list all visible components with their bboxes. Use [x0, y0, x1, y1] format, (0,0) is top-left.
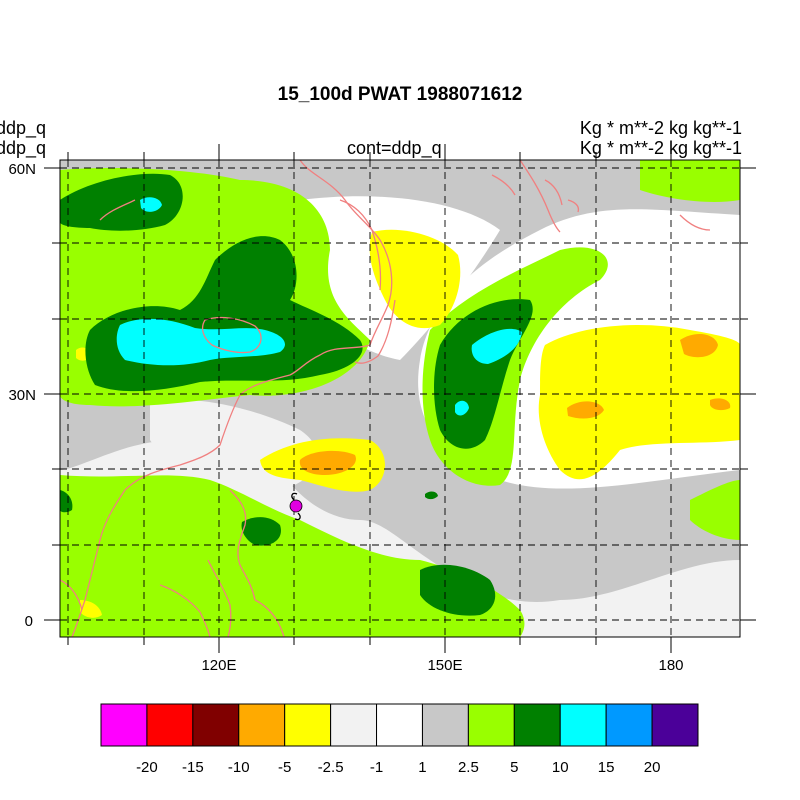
- field-darkgreen-nw: [60, 173, 183, 231]
- typhoon-marker: [289, 492, 303, 521]
- colorbar-label: -1: [370, 759, 383, 776]
- colorbar-swatch: [192, 703, 240, 747]
- field-orange-east1: [680, 333, 718, 358]
- colorbar-label: 15: [598, 759, 615, 776]
- colorbar-swatch: [605, 703, 653, 747]
- field-cyan-nw: [140, 197, 162, 212]
- field-yellow-sw: [80, 600, 102, 618]
- lat-label-eq: 0: [25, 613, 33, 630]
- colorbar-label: -20: [136, 759, 158, 776]
- colorbar-swatch: [146, 703, 194, 747]
- field-cyan-east1: [471, 328, 522, 364]
- field-darkgreen-phil: [241, 517, 281, 546]
- field-orange-east2: [567, 401, 604, 419]
- colorbar-label: -2.5: [318, 759, 344, 776]
- colorbar-label: 1: [418, 759, 426, 776]
- colorbar-swatch: [513, 703, 561, 747]
- colorbar-swatch: [467, 703, 515, 747]
- field-darkgreen-west: [60, 490, 73, 513]
- colorbar-label: 5: [510, 759, 518, 776]
- map-field: [60, 160, 740, 637]
- field-lightgreen-se: [690, 480, 740, 540]
- colorbar-label: 10: [552, 759, 569, 776]
- colorbar-label: -10: [228, 759, 250, 776]
- lon-label-120e: 120E: [201, 657, 236, 674]
- lat-label-30n: 30N: [8, 387, 36, 404]
- coastlines: [60, 160, 711, 637]
- colorbar-swatch: [376, 703, 423, 747]
- colorbar-label: -15: [182, 759, 204, 776]
- lat-label-60n: 60N: [8, 161, 36, 178]
- units-label-2: Kg * m**-2 kg kg**-1: [579, 138, 742, 158]
- colorbar-label: 20: [644, 759, 661, 776]
- lon-label-150e: 150E: [427, 657, 462, 674]
- typhoon-arm-bottom: [294, 512, 301, 521]
- gridlines: [60, 160, 740, 637]
- colorbar-label: 2.5: [458, 759, 479, 776]
- colorbar-swatch: [100, 703, 148, 747]
- field-yellow-north: [369, 229, 461, 329]
- colorbar-swatch: [284, 703, 332, 747]
- colorbar-swatch: [421, 703, 469, 747]
- field-cyan-center: [116, 318, 285, 366]
- field-lightgreen-ne: [640, 160, 740, 202]
- field-darkgreen-south: [420, 564, 496, 616]
- field-lightgreen-south: [60, 475, 525, 637]
- units-label: Kg * m**-2 kg kg**-1: [579, 118, 742, 138]
- colorbar: -20 -15 -10 -5 -2.5 -1 1 2.5 5 10 15 20: [100, 703, 699, 776]
- map-title: 15_100d PWAT 1988071612: [277, 84, 523, 105]
- left-variable-label-2: ddp_q: [0, 138, 47, 158]
- field-yellow-east: [538, 325, 740, 480]
- plot-frame: [59, 159, 741, 638]
- colorbar-swatch: [559, 703, 607, 747]
- contour-label: cont=ddp_q: [347, 138, 442, 158]
- colorbar-swatch: [651, 703, 699, 747]
- field-orange-east3: [710, 398, 731, 411]
- colorbar-swatch: [238, 703, 286, 747]
- lon-label-180: 180: [658, 657, 683, 674]
- field-darkgreen-small: [425, 491, 438, 500]
- axis-ticks: [44, 144, 756, 653]
- left-variable-label: ddp_q: [0, 118, 47, 138]
- field-cyan-east2: [455, 400, 469, 416]
- colorbar-swatch: [330, 703, 378, 747]
- typhoon-center: [289, 499, 303, 513]
- typhoon-arm-top: [291, 492, 298, 501]
- colorbar-label: -5: [278, 759, 291, 776]
